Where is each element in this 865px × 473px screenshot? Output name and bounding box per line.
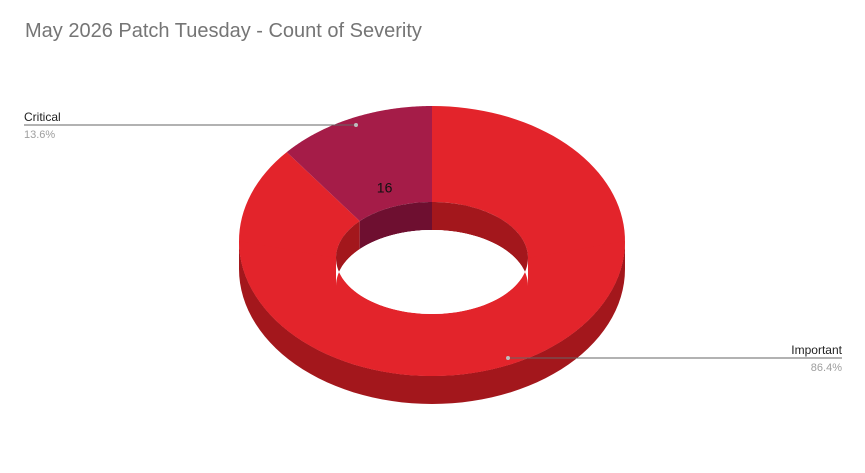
- donut-walls: [239, 241, 625, 404]
- outer-wall-important: [239, 241, 625, 404]
- callout-dot-important: [506, 356, 510, 360]
- callout-percent-important: 86.4%: [811, 362, 842, 374]
- slice-critical: [286, 106, 432, 222]
- value-label-critical: 16: [377, 180, 393, 196]
- slice-front-important: [239, 241, 625, 376]
- callout-label-important: Important: [791, 343, 842, 357]
- inner-wall-important: [432, 202, 528, 286]
- inner-wall-important: [336, 221, 360, 286]
- donut-hole-opening: [336, 230, 528, 314]
- inner-wall-critical: [359, 202, 432, 250]
- callout-dot-critical: [354, 123, 358, 127]
- chart-title: May 2026 Patch Tuesday - Count of Severi…: [25, 20, 422, 42]
- callout-percent-critical: 13.6%: [24, 129, 55, 141]
- donut-top-faces: [239, 106, 625, 376]
- callout-label-critical: Critical: [24, 110, 61, 124]
